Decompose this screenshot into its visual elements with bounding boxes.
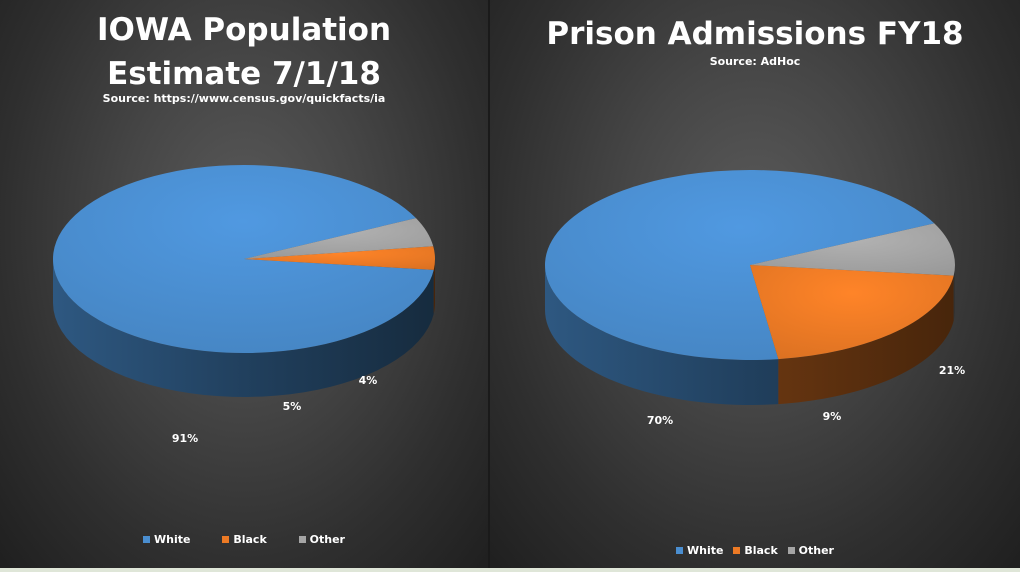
- legend-item-white: White: [143, 533, 191, 546]
- chart-title-line-1: IOWA Population: [96, 12, 392, 48]
- legend-item-black: Black: [733, 544, 778, 557]
- pie-slice-white: [53, 164, 434, 353]
- chart-subtitle: Source: https://www.census.gov/quickfact…: [102, 92, 386, 105]
- pie-slice-black: [750, 265, 954, 360]
- legend-label-other: Other: [798, 544, 834, 557]
- pie-slice-white: [545, 170, 935, 361]
- chart-legend: White Black Other: [490, 544, 1020, 557]
- legend-swatch-black: [733, 546, 741, 554]
- pie-slice-side-white: [545, 265, 779, 405]
- legend-swatch-black: [222, 535, 230, 543]
- legend-item-white: White: [676, 544, 724, 557]
- legend-swatch-other: [298, 535, 306, 543]
- data-label-white: 70%: [647, 414, 673, 427]
- pie-slice-other: [750, 223, 955, 276]
- data-label-white: 91%: [172, 432, 198, 445]
- bottom-strip: [0, 568, 1020, 572]
- pie-slice-side-white: [53, 259, 434, 397]
- chart-legend: White Black Other: [0, 533, 488, 546]
- legend-label-white: White: [687, 544, 724, 557]
- data-label-black: 21%: [939, 364, 965, 377]
- pie-chart-prison-admissions: 70% 21% 9%: [545, 170, 965, 427]
- chart-panel-iowa-population: IOWA Population Estimate 7/1/18 Source: …: [0, 0, 488, 572]
- legend-swatch-white: [676, 546, 684, 554]
- pie-chart-iowa-population: 91% 4% 5%: [53, 164, 436, 445]
- pie-slice-black: [244, 246, 436, 270]
- chart-title: Prison Admissions FY18: [490, 14, 1020, 54]
- chart-title: IOWA Population Estimate 7/1/18: [0, 8, 488, 96]
- data-label-other: 9%: [823, 410, 842, 423]
- legend-item-other: Other: [787, 544, 834, 557]
- pie-slice-side-black: [433, 259, 435, 314]
- legend-item-other: Other: [298, 533, 345, 546]
- legend-label-white: White: [154, 533, 191, 546]
- legend-label-other: Other: [309, 533, 345, 546]
- pie-slice-side-other: [953, 265, 955, 321]
- panel-divider: [488, 0, 490, 572]
- chart-title-line-1: Prison Admissions FY18: [546, 16, 964, 52]
- chart-title-line-2: Estimate 7/1/18: [107, 56, 381, 92]
- legend-label-black: Black: [233, 533, 267, 546]
- legend-label-black: Black: [744, 544, 778, 557]
- pie-slice-other: [244, 218, 434, 259]
- data-label-black: 4%: [359, 374, 378, 387]
- legend-item-black: Black: [222, 533, 267, 546]
- chart-subtitle: Source: AdHoc: [709, 55, 801, 68]
- legend-swatch-other: [787, 546, 795, 554]
- chart-panel-prison-admissions: Prison Admissions FY18 Source: AdHoc 70%…: [490, 0, 1020, 572]
- pie-slice-side-black: [778, 275, 954, 405]
- legend-swatch-white: [143, 535, 151, 543]
- data-label-other: 5%: [283, 400, 302, 413]
